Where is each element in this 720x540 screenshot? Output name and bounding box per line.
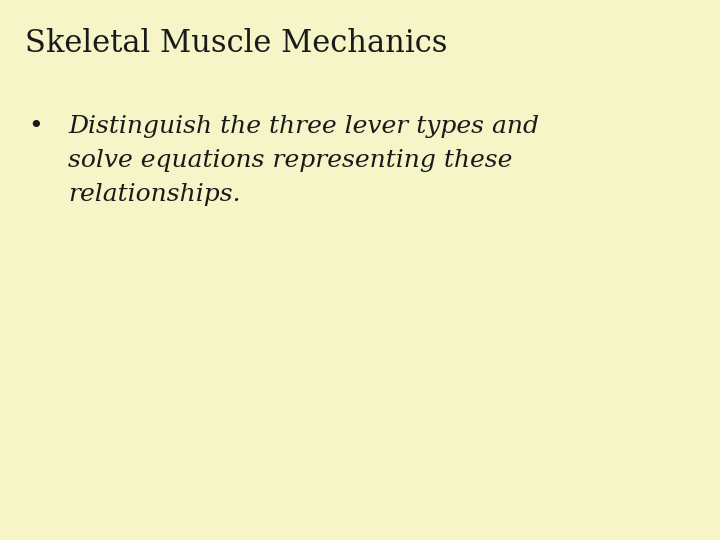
Text: •: • bbox=[28, 115, 42, 138]
Text: Distinguish the three lever types and: Distinguish the three lever types and bbox=[68, 115, 539, 138]
Text: Skeletal Muscle Mechanics: Skeletal Muscle Mechanics bbox=[25, 28, 448, 59]
Text: solve equations representing these: solve equations representing these bbox=[68, 149, 513, 172]
Text: relationships.: relationships. bbox=[68, 183, 240, 206]
